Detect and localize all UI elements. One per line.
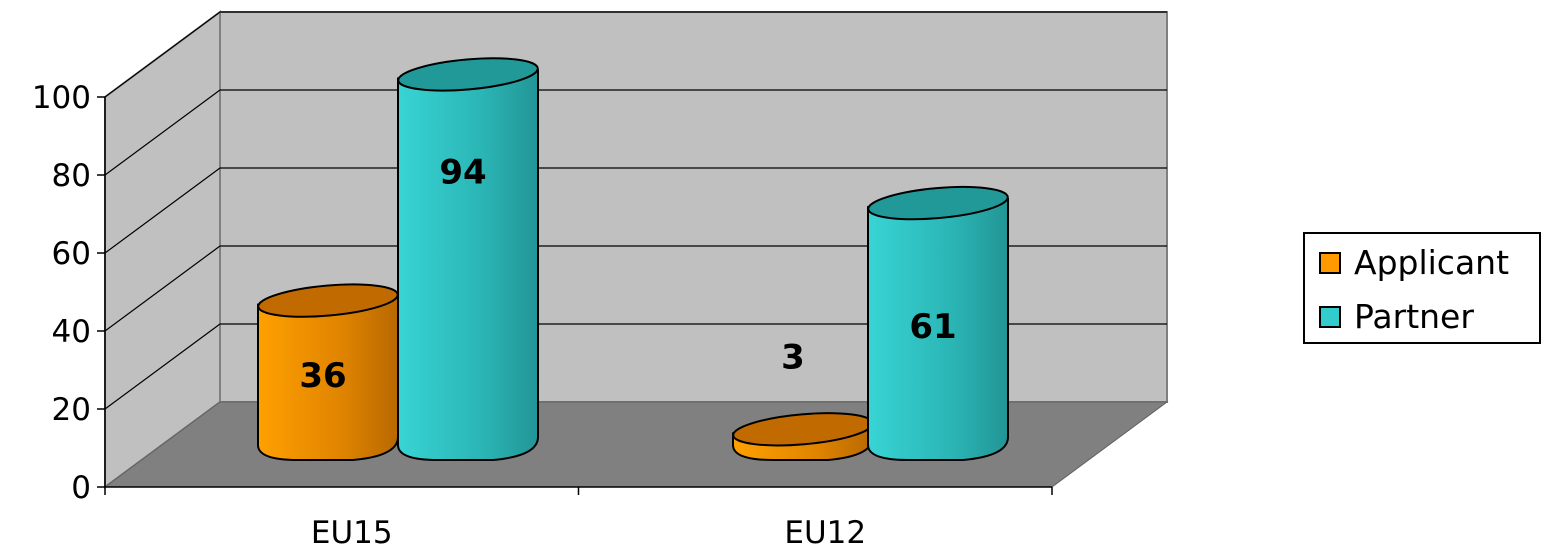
y-axis-ticks: 0 20 40 60 80 100 xyxy=(32,80,105,506)
x-tick-label: EU15 xyxy=(311,515,393,551)
gridline-side xyxy=(104,167,221,254)
legend-label-partner: Partner xyxy=(1354,297,1474,336)
bar-partner-eu12 xyxy=(867,185,1009,461)
gridlines xyxy=(104,11,1167,410)
y-tick-label: 100 xyxy=(32,80,91,116)
y-tick-label: 20 xyxy=(52,392,91,428)
bar-top xyxy=(397,57,539,92)
gridline-side xyxy=(104,323,221,410)
legend-swatch-applicant xyxy=(1319,252,1341,274)
bar-top xyxy=(867,185,1009,221)
bar-body xyxy=(867,198,1009,461)
gridline-side xyxy=(104,245,221,332)
bar-applicant-eu12 xyxy=(732,412,874,461)
legend: Applicant Partner xyxy=(1303,232,1541,344)
x-tick-label: EU12 xyxy=(784,515,866,551)
data-label: 94 xyxy=(439,152,486,192)
bar-partner-eu15 xyxy=(397,57,539,461)
category-labels: EU15 EU12 xyxy=(104,487,1053,551)
y-tick-label: 80 xyxy=(52,158,91,194)
y-tick-label: 40 xyxy=(52,314,91,350)
gridline-side xyxy=(104,11,221,98)
bar-applicant-eu15 xyxy=(257,283,399,461)
data-labels: 36 3 94 61 xyxy=(299,152,956,395)
legend-label-applicant: Applicant xyxy=(1354,243,1509,282)
data-label: 61 xyxy=(909,307,956,347)
bars xyxy=(257,57,1009,461)
legend-swatch-partner xyxy=(1319,306,1341,328)
y-tick-label: 60 xyxy=(52,236,91,272)
bar-body xyxy=(397,69,539,461)
legend-box xyxy=(1303,232,1541,344)
y-tick-label: 0 xyxy=(71,470,91,506)
data-label: 3 xyxy=(781,337,805,377)
data-label: 36 xyxy=(299,356,346,396)
gridline-side xyxy=(104,89,221,176)
